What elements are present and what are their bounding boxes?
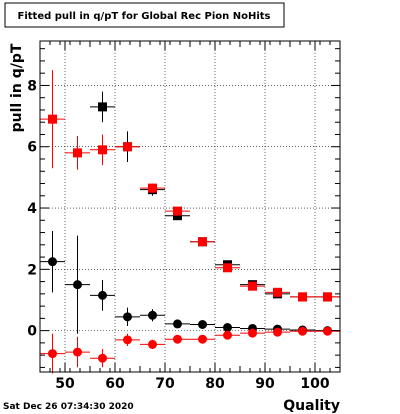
data-point-square (98, 145, 107, 155)
x-tick-label: 70 (155, 376, 175, 392)
data-point-square (223, 263, 232, 273)
data-point-square (148, 183, 157, 193)
data-point-square (323, 292, 332, 302)
data-point-circle (173, 334, 182, 344)
data-point-circle (73, 347, 82, 357)
data-point-circle (48, 257, 57, 267)
data-point-square (173, 206, 182, 216)
y-tick-label: 4 (27, 201, 37, 217)
data-point-circle (123, 312, 132, 322)
data-points (40, 70, 340, 374)
axes: 50 60 70 80 90 100 0 2 4 6 8 (27, 40, 341, 392)
data-point-circle (148, 310, 157, 320)
data-point-square (98, 102, 107, 112)
data-point-circle (198, 334, 207, 344)
data-point-circle (198, 319, 207, 329)
data-point-circle (298, 326, 307, 336)
data-point-square (248, 281, 257, 291)
title-box: Fitted pull in q/pT for Global Rec Pion … (4, 2, 285, 28)
data-point-circle (248, 328, 257, 338)
y-tick-label: 8 (27, 78, 37, 94)
y-tick-label: 6 (27, 140, 37, 156)
series-1 (40, 70, 340, 302)
data-point-circle (48, 349, 57, 359)
x-tick-label: 100 (300, 376, 329, 392)
y-axis-title: pull in q/pT (9, 43, 25, 132)
data-point-square (273, 287, 282, 297)
x-axis-title: Quality (283, 398, 340, 414)
series-3 (40, 326, 340, 374)
footer-timestamp: Sat Dec 26 07:34:30 2020 (3, 402, 134, 412)
data-point-square (298, 292, 307, 302)
chart-title: Fitted pull in q/pT for Global Rec Pion … (18, 11, 271, 22)
y-tick-label: 2 (27, 262, 37, 278)
data-point-square (123, 142, 132, 152)
data-point-circle (123, 335, 132, 345)
x-tick-label: 50 (55, 376, 75, 392)
y-tick-label: 0 (27, 324, 37, 340)
data-point-square (173, 211, 182, 221)
x-tick-label: 80 (205, 376, 225, 392)
data-point-circle (223, 323, 232, 333)
data-point-circle (173, 319, 182, 329)
x-tick-label: 60 (105, 376, 125, 392)
data-point-circle (273, 327, 282, 337)
data-point-circle (148, 339, 157, 349)
data-point-circle (98, 353, 107, 363)
x-tick-label: 90 (255, 376, 275, 392)
data-point-square (198, 237, 207, 247)
series-2 (40, 231, 340, 336)
grid-lines (40, 41, 340, 372)
data-point-square (48, 114, 57, 124)
data-point-circle (223, 330, 232, 340)
data-point-square (73, 148, 82, 158)
plot-frame (39, 40, 341, 373)
data-point-circle (323, 326, 332, 336)
data-point-circle (98, 290, 107, 300)
data-point-circle (73, 280, 82, 290)
